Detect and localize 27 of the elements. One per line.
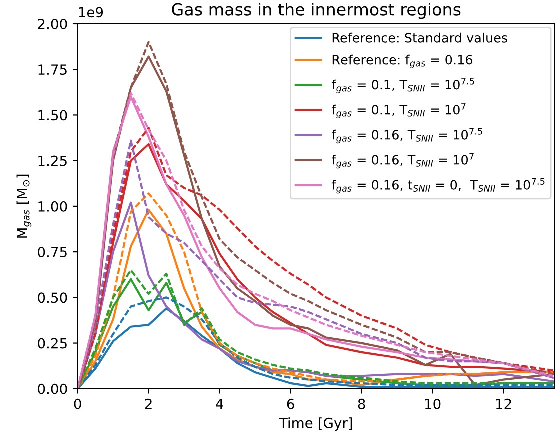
y-tick-label: 0.25 bbox=[38, 338, 67, 349]
legend-label: Reference: f$_{gas}$ = 0.16 bbox=[332, 54, 472, 69]
y-tick-label: 0.00 bbox=[38, 384, 68, 394]
chart-title: Gas mass in the innermost regions bbox=[172, 2, 461, 20]
y-tick-label: 0.75 bbox=[38, 247, 67, 258]
y-tick-label: 0.50 bbox=[38, 292, 68, 304]
legend-label: f$_{gas}$ = 0.16, t$_{SNII}$ = 0, T$_{SNII}$ = 10$^{7.5}$ bbox=[332, 178, 545, 194]
text: 1e9 bbox=[79, 7, 104, 18]
x-tick-label: 10 bbox=[425, 398, 441, 410]
x-axis-title: Time [Gyr] bbox=[279, 418, 352, 432]
y-tick-label: 1.50 bbox=[38, 110, 68, 121]
x-tick-label: 6 bbox=[287, 398, 294, 410]
y-tick-label: 2.00 bbox=[38, 18, 68, 30]
legend-label: f$_{gas}$ = 0.1, T$_{SNII}$ = 10$^{7.5}$ bbox=[332, 78, 474, 94]
legend-label: f$_{gas}$ = 0.16, T$_{SNII}$ = 10$^{7}$ bbox=[332, 153, 474, 169]
legend-label: f$_{gas}$ = 0.16, T$_{SNII}$ = 10$^{7.5}$ bbox=[332, 128, 482, 144]
x-tick-label: 2 bbox=[145, 398, 152, 410]
x-tick-label: 12 bbox=[496, 398, 512, 410]
legend-label: Reference: Standard values bbox=[332, 32, 508, 43]
x-tick-label: 0 bbox=[74, 398, 82, 410]
y-tick-label: 1.75 bbox=[38, 64, 67, 76]
legend-label: f$_{gas}$ = 0.1, T$_{SNII}$ = 10$^{7}$ bbox=[332, 103, 466, 119]
x-tick-label: 4 bbox=[216, 399, 224, 410]
y-tick-label: 1.25 bbox=[38, 156, 67, 166]
x-tick-label: 8 bbox=[358, 398, 366, 410]
y-axis-title: M$_{gas}$ [M$_{⊙}$] bbox=[16, 174, 32, 238]
y-tick-label: 1.00 bbox=[38, 201, 68, 212]
